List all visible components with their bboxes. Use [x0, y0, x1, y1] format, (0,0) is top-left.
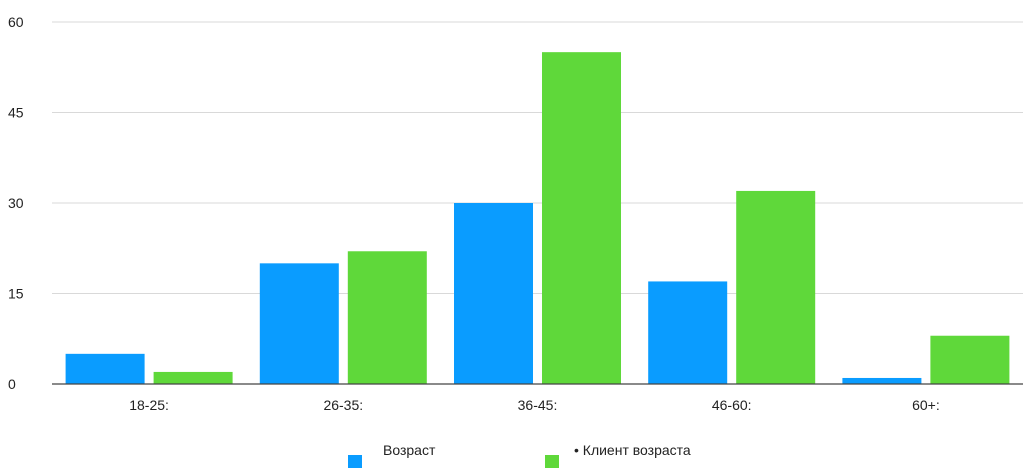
bar-series-2 [736, 190, 816, 384]
bar-series-2 [153, 371, 233, 384]
x-axis-ticks: 18-25: 26-35: 36-45: 46-60: 60+: [129, 397, 939, 413]
bar-series-1 [648, 281, 728, 384]
y-tick-label: 45 [8, 105, 24, 121]
legend-label: Возраст [383, 442, 436, 458]
x-tick-label: 18-25: [129, 397, 169, 413]
bar-series-1 [454, 203, 533, 384]
bar-series-2 [930, 335, 1010, 384]
x-tick-label: 60+: [912, 397, 940, 413]
legend-swatch [348, 455, 362, 468]
bar-series-2 [347, 251, 427, 384]
x-tick-label: 36-45: [518, 397, 558, 413]
y-tick-label: 60 [8, 14, 24, 30]
x-tick-label: 46-60: [712, 397, 752, 413]
y-tick-label: 30 [8, 195, 24, 211]
bar-series-1 [65, 353, 145, 384]
bars [65, 52, 1010, 385]
x-tick-label: 26-35: [323, 397, 363, 413]
y-tick-label: 15 [8, 286, 24, 302]
legend-label: • Клиент возраста [574, 442, 691, 458]
legend-item: Возраст [348, 442, 436, 468]
legend: Возраст • Клиент возраста [348, 442, 691, 468]
y-tick-label: 0 [8, 376, 16, 392]
legend-item: • Клиент возраста [545, 442, 691, 468]
bar-series-1 [842, 377, 922, 384]
bar-series-2 [542, 52, 621, 385]
gridlines [52, 21, 1023, 294]
legend-swatch [545, 455, 559, 468]
bar-series-1 [259, 263, 339, 384]
y-axis-ticks: 0 15 30 45 60 [8, 14, 24, 392]
